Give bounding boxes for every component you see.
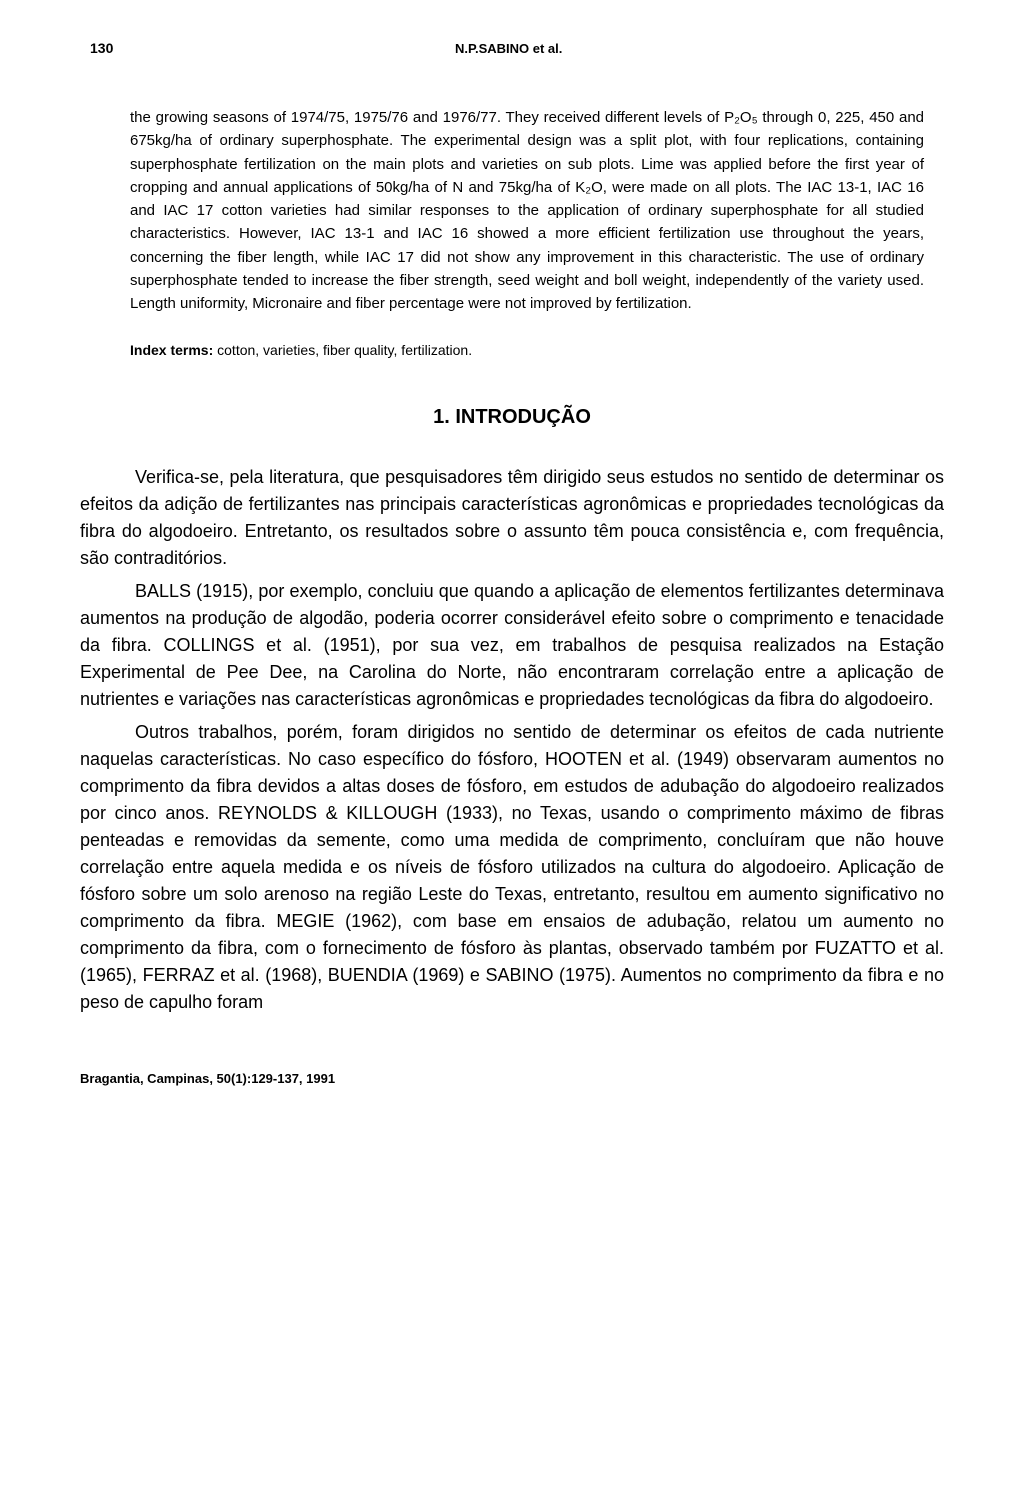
page-number: 130: [90, 40, 113, 56]
body-paragraph: Outros trabalhos, porém, foram dirigidos…: [80, 719, 944, 1016]
index-terms: Index terms: cotton, varieties, fiber qu…: [130, 340, 924, 361]
page-header: 130 N.P.SABINO et al.: [80, 40, 944, 56]
section-heading: 1. INTRODUÇÃO: [80, 406, 944, 429]
index-terms-label: Index terms:: [130, 342, 217, 358]
index-terms-text: cotton, varieties, fiber quality, fertil…: [217, 342, 472, 358]
abstract-paragraph: the growing seasons of 1974/75, 1975/76 …: [130, 106, 924, 315]
body-paragraph: Verifica-se, pela literatura, que pesqui…: [80, 464, 944, 572]
running-head-author: N.P.SABINO et al.: [113, 41, 904, 56]
journal-footer: Bragantia, Campinas, 50(1):129-137, 1991: [80, 1071, 944, 1086]
body-paragraph: BALLS (1915), por exemplo, concluiu que …: [80, 578, 944, 713]
